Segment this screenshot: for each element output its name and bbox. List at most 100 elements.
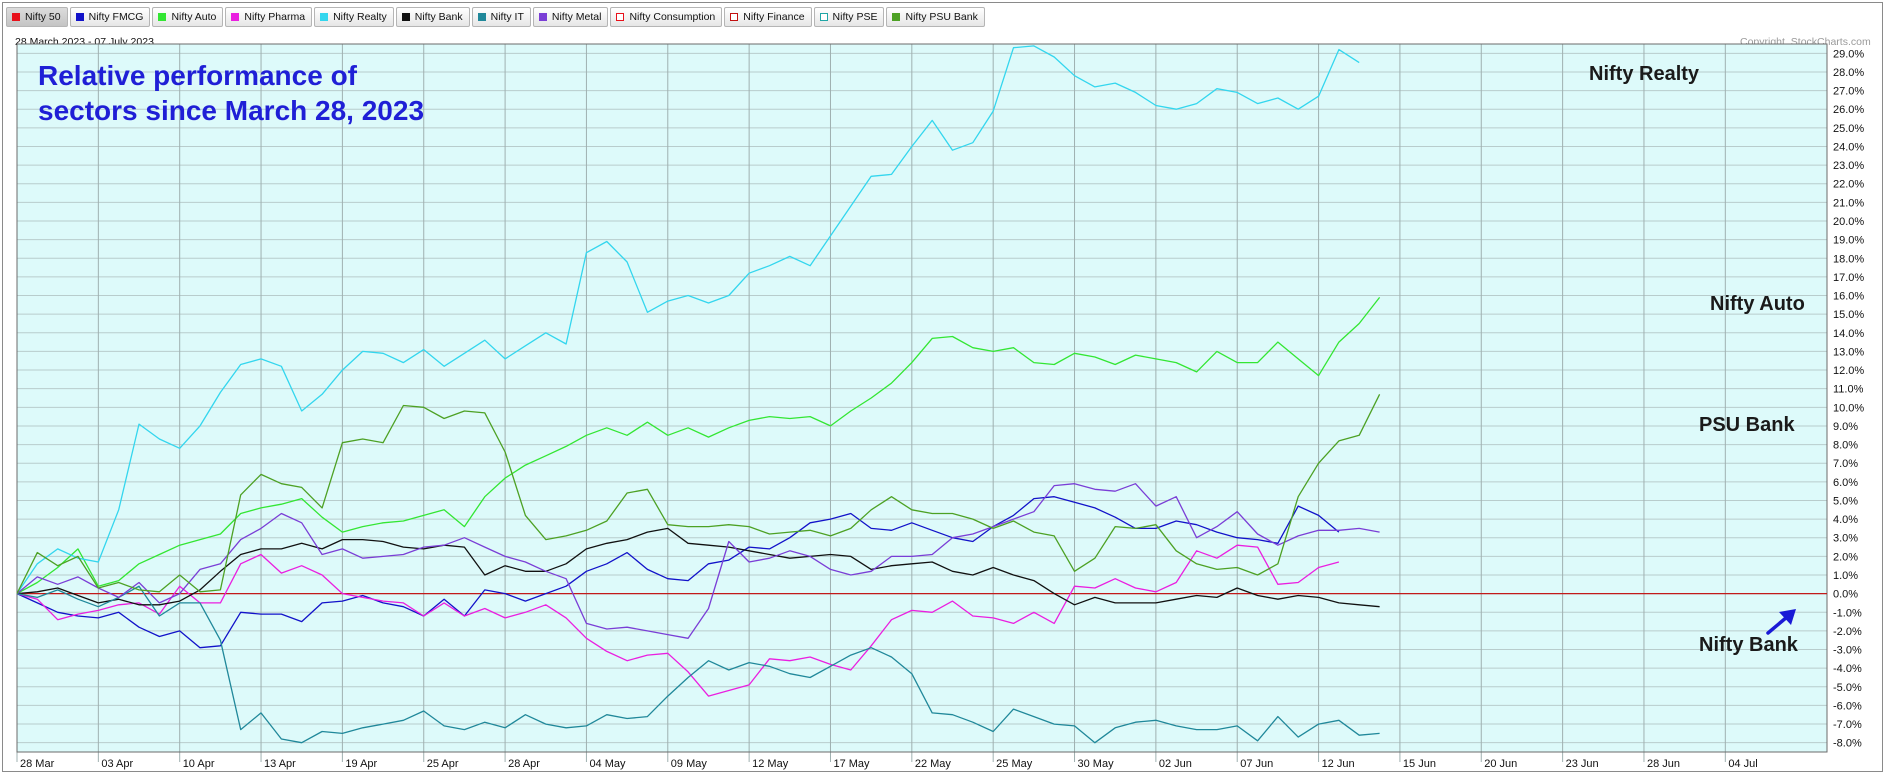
y-tick-label: 23.0% xyxy=(1833,160,1864,172)
series-line-nifty-psu-bank xyxy=(16,394,1381,594)
legend-bar: Nifty 50 Nifty FMCG Nifty Auto Nifty Pharma… xyxy=(6,7,985,27)
annotation-nifty-realty: Nifty Realty xyxy=(1589,63,1700,85)
y-tick-label: 1.0% xyxy=(1833,570,1858,582)
legend-item-nifty-pharma[interactable]: Nifty Pharma xyxy=(225,7,313,27)
x-tick-label: 02 Jun xyxy=(1159,758,1192,770)
series-line-nifty-fmcg xyxy=(16,496,1340,649)
x-tick-label: 12 May xyxy=(752,758,789,770)
legend-item-nifty-psu-bank[interactable]: Nifty PSU Bank xyxy=(886,7,985,27)
legend-swatch-icon xyxy=(75,13,84,21)
y-tick-label: 7.0% xyxy=(1833,458,1858,470)
y-tick-label: 25.0% xyxy=(1833,123,1864,135)
x-tick-label: 25 May xyxy=(996,758,1033,770)
annotation-nifty-auto: Nifty Auto xyxy=(1710,293,1805,315)
x-tick-label: 20 Jun xyxy=(1484,758,1517,770)
y-tick-label: -2.0% xyxy=(1833,626,1862,638)
y-tick-label: 8.0% xyxy=(1833,440,1858,452)
chart-title-line-2: sectors since March 28, 2023 xyxy=(38,95,425,126)
annotation-arrow xyxy=(1766,609,1796,635)
y-tick-label: 14.0% xyxy=(1833,328,1864,340)
y-tick-label: 24.0% xyxy=(1833,141,1864,153)
y-tick-label: -5.0% xyxy=(1833,682,1862,694)
y-tick-label: 2.0% xyxy=(1833,551,1858,563)
legend-item-nifty-50[interactable]: Nifty 50 xyxy=(6,7,68,27)
legend-item-nifty-realty[interactable]: Nifty Realty xyxy=(314,7,394,27)
x-tick-label: 15 Jun xyxy=(1403,758,1436,770)
y-tick-label: 3.0% xyxy=(1833,533,1858,545)
x-tick-label: 17 May xyxy=(833,758,870,770)
y-tick-label: -7.0% xyxy=(1833,719,1862,731)
series-group xyxy=(16,45,1827,744)
legend-item-nifty-auto[interactable]: Nifty Auto xyxy=(152,7,224,27)
y-tick-label: 20.0% xyxy=(1833,216,1864,228)
plot-area xyxy=(17,44,1827,752)
legend-item-nifty-pse[interactable]: Nifty PSE xyxy=(813,7,885,27)
legend-label: Nifty PSU Bank xyxy=(905,11,978,23)
x-tick-label: 22 May xyxy=(915,758,952,770)
legend-label: Nifty Auto xyxy=(171,11,217,23)
y-tick-label: 4.0% xyxy=(1833,514,1858,526)
x-tick-label: 28 Apr xyxy=(508,758,540,770)
y-tick-label: 0.0% xyxy=(1833,589,1858,601)
y-tick-label: 19.0% xyxy=(1833,235,1864,247)
legend-label: Nifty PSE xyxy=(832,11,878,23)
y-tick-label: 10.0% xyxy=(1833,402,1864,414)
x-tick-label: 30 May xyxy=(1078,758,1115,770)
y-tick-label: 16.0% xyxy=(1833,291,1864,303)
legend-swatch-icon xyxy=(819,13,828,21)
legend-label: Nifty 50 xyxy=(25,11,61,23)
legend-swatch-icon xyxy=(158,13,167,21)
x-tick-label: 13 Apr xyxy=(264,758,296,770)
y-tick-label: 15.0% xyxy=(1833,309,1864,321)
annotation-nifty-bank: Nifty Bank xyxy=(1699,634,1798,656)
x-axis-ticks: 28 Mar 03 Apr 10 Apr 13 Apr 19 Apr 25 Apr 28 A… xyxy=(20,758,1758,770)
y-tick-label: 21.0% xyxy=(1833,197,1864,209)
arrow-shaft xyxy=(1766,615,1789,635)
y-tick-label: 18.0% xyxy=(1833,253,1864,265)
legend-swatch-icon xyxy=(477,13,486,21)
legend-swatch-icon xyxy=(231,13,240,21)
legend-swatch-icon xyxy=(616,13,625,21)
x-tick-label: 04 May xyxy=(589,758,626,770)
legend-swatch-icon xyxy=(892,13,901,21)
legend-label: Nifty Consumption xyxy=(629,11,716,23)
legend-label: Nifty IT xyxy=(490,11,524,23)
legend-label: Nifty Metal xyxy=(551,11,602,23)
chart-title: Relative performance of sectors since Ma… xyxy=(38,58,558,128)
legend-swatch-icon xyxy=(12,13,20,21)
x-tick-label: 10 Apr xyxy=(183,758,215,770)
legend-label: Nifty Realty xyxy=(333,11,387,23)
y-tick-label: -6.0% xyxy=(1833,700,1862,712)
annotation-psu-bank: PSU Bank xyxy=(1699,414,1795,436)
y-tick-label: 13.0% xyxy=(1833,346,1864,358)
x-tick-label: 09 May xyxy=(671,758,708,770)
legend-swatch-icon xyxy=(401,13,410,21)
series-line-nifty-realty xyxy=(16,45,1360,594)
x-tick-label: 25 Apr xyxy=(427,758,459,770)
plot-border xyxy=(16,43,1828,753)
series-line-nifty-metal xyxy=(16,483,1380,639)
y-tick-label: 11.0% xyxy=(1833,384,1864,396)
y-tick-label: 29.0% xyxy=(1833,48,1864,60)
legend-item-nifty-fmcg[interactable]: Nifty FMCG xyxy=(69,7,151,27)
y-axis-ticks: -8.0% -7.0% -6.0% -5.0% -4.0% -3.0% -2.0% -1.0%… xyxy=(1833,48,1864,749)
y-tick-label: -1.0% xyxy=(1833,607,1862,619)
y-tick-label: 9.0% xyxy=(1833,421,1858,433)
legend-item-nifty-consumption[interactable]: Nifty Consumption xyxy=(610,7,723,27)
legend-item-nifty-finance[interactable]: Nifty Finance xyxy=(724,7,812,27)
legend-swatch-icon xyxy=(730,13,739,21)
legend-label: Nifty FMCG xyxy=(88,11,144,23)
legend-item-nifty-it[interactable]: Nifty IT xyxy=(471,7,531,27)
legend-label: Nifty Bank xyxy=(414,11,463,23)
y-tick-label: -8.0% xyxy=(1833,738,1862,750)
x-tick-label: 12 Jun xyxy=(1322,758,1355,770)
chart-title-line-1: Relative performance of xyxy=(38,60,357,91)
legend-item-nifty-metal[interactable]: Nifty Metal xyxy=(532,7,609,27)
legend-label: Nifty Finance xyxy=(743,11,805,23)
y-tick-label: 17.0% xyxy=(1833,272,1864,284)
y-tick-label: -4.0% xyxy=(1833,663,1862,675)
x-tick-label: 28 Mar xyxy=(20,758,55,770)
legend-item-nifty-bank[interactable]: Nifty Bank xyxy=(395,7,470,27)
x-tick-label: 04 Jul xyxy=(1728,758,1757,770)
